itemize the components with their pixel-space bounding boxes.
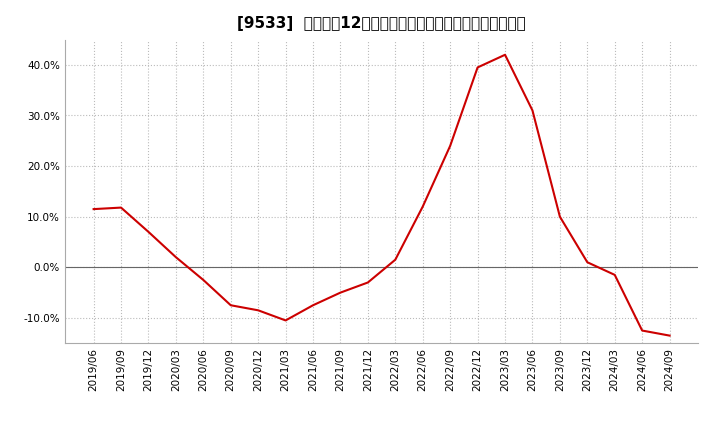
- Title: [9533]  売上高の12か月移動合計の対前年同期増減率の推移: [9533] 売上高の12か月移動合計の対前年同期増減率の推移: [237, 16, 526, 32]
